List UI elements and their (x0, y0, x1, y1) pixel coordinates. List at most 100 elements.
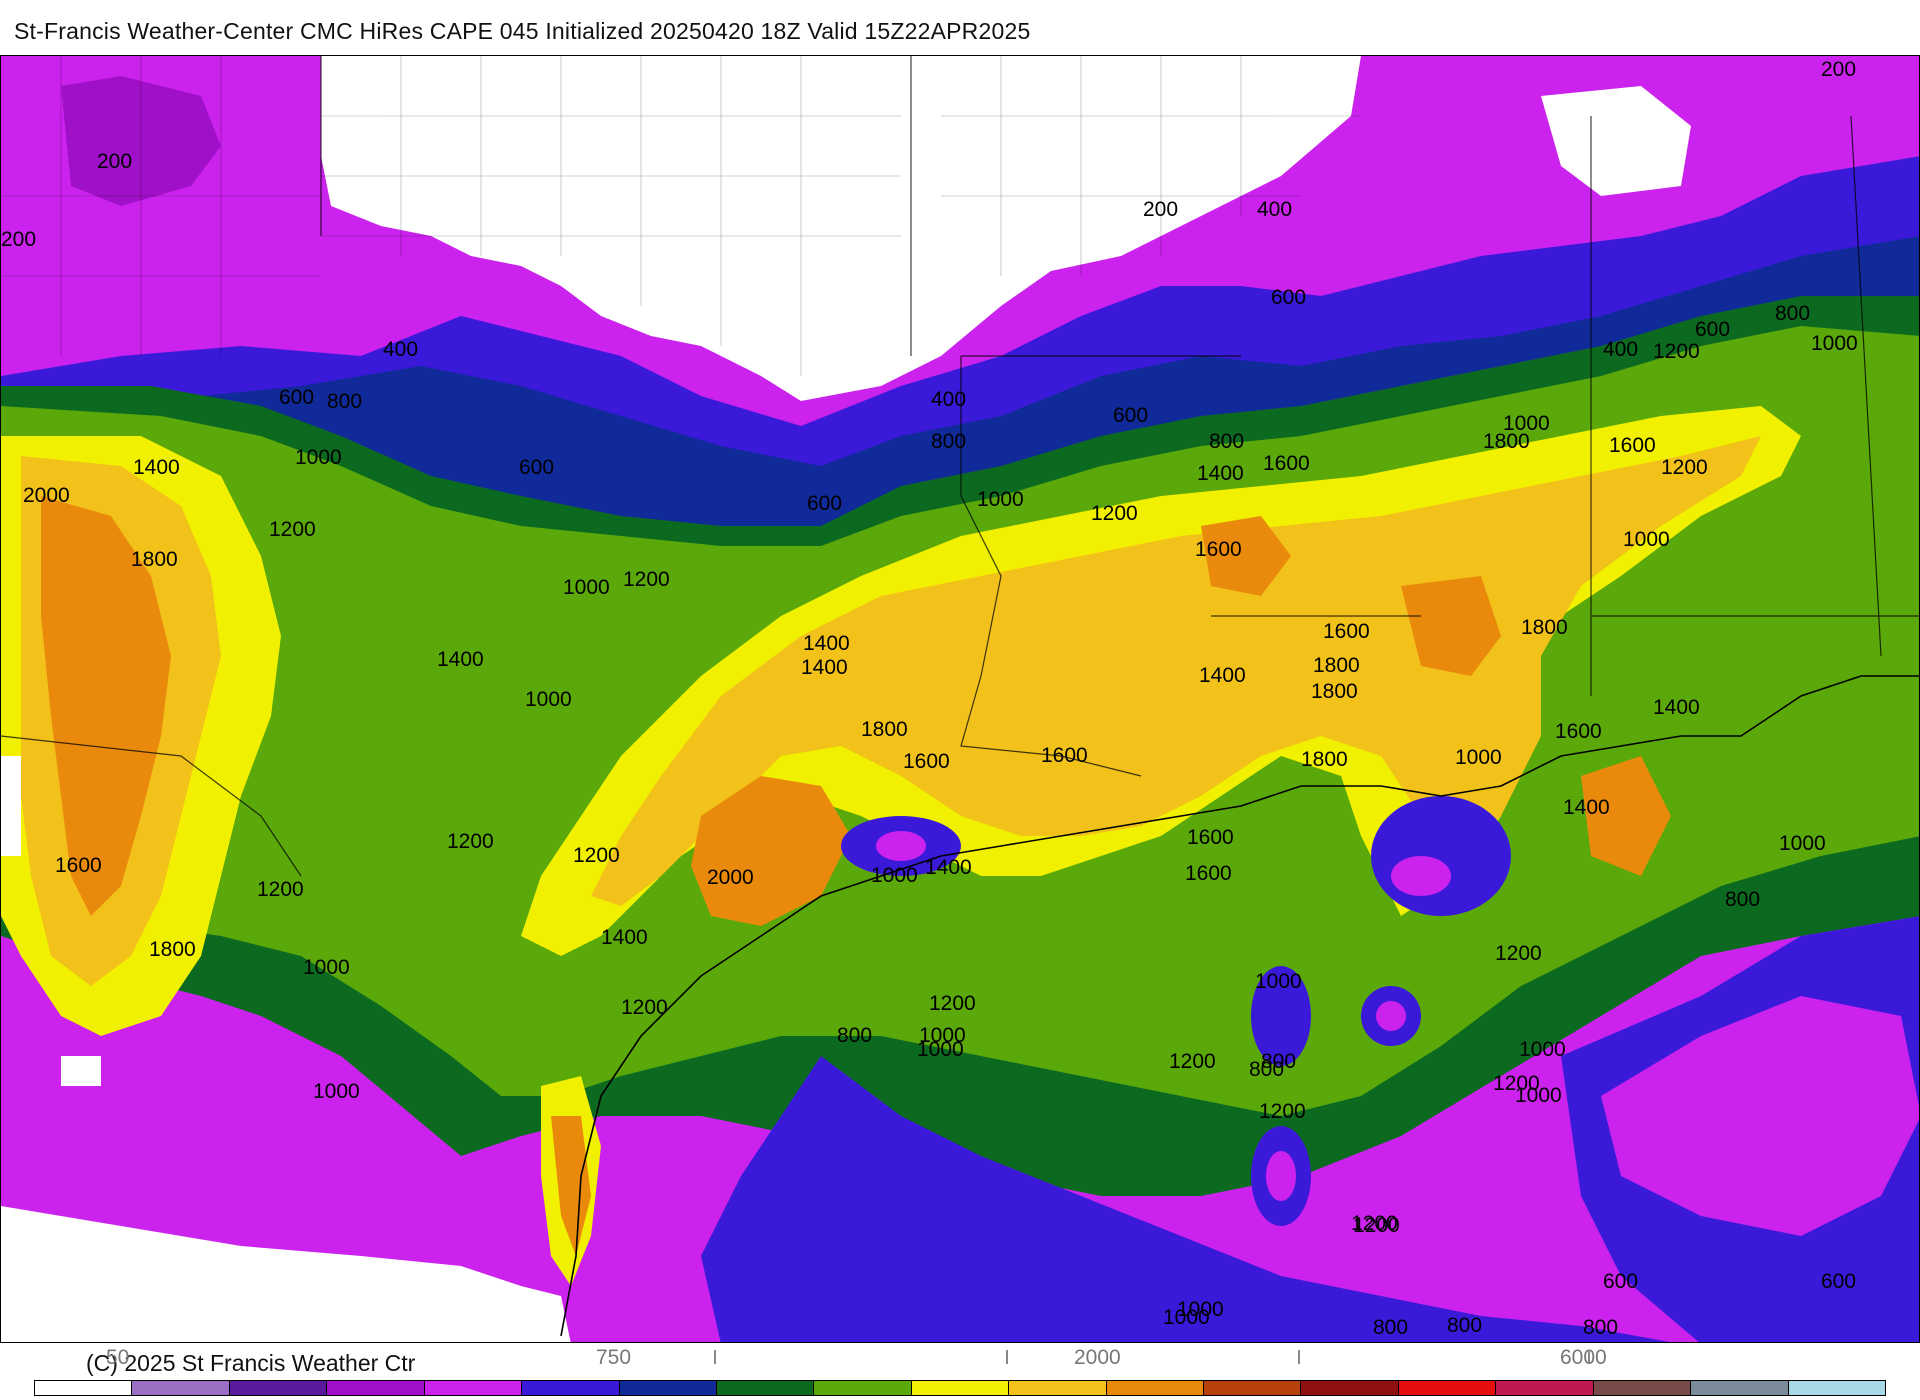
contour-label: 1800 (1311, 680, 1358, 703)
contour-label: 1200 (1353, 1214, 1400, 1237)
contour-label: 1200 (1661, 456, 1708, 479)
contour-label: 1000 (1255, 970, 1302, 993)
contour-label: 800 (1261, 1050, 1296, 1073)
contour-label: 800 (1249, 1058, 1284, 1081)
colorbar-tick-label: 750 (596, 1346, 632, 1369)
contour-label: 1200 (1653, 340, 1700, 363)
colorbar-swatch (1496, 1381, 1594, 1395)
contour-label: 800 (1209, 430, 1244, 453)
contour-label: 1800 (861, 718, 908, 741)
colorbar-swatch (229, 1381, 328, 1395)
colorbar-swatch (1398, 1381, 1497, 1395)
contour-label: 1600 (1263, 452, 1310, 475)
contour-label: 1400 (437, 648, 484, 671)
colorbar-swatch (1593, 1381, 1692, 1395)
colorbar-swatch (716, 1381, 815, 1395)
contour-label: 2000 (23, 484, 70, 507)
contour-label: 1000 (313, 1080, 360, 1103)
contour-label: 1000 (1455, 746, 1502, 769)
contour-label: 800 (1447, 1314, 1482, 1337)
contour-label: 1400 (1199, 664, 1246, 687)
contour-label: 1400 (133, 456, 180, 479)
contour-label: 1600 (1609, 434, 1656, 457)
contour-label: 800 (1775, 302, 1810, 325)
contour-label: 1200 (1493, 1072, 1540, 1095)
contour-label: 800 (837, 1024, 872, 1047)
contour-label: 1200 (1091, 502, 1138, 525)
contour-label: 1800 (131, 548, 178, 571)
contour-label: 200 (97, 150, 132, 173)
contour-label: 1000 (563, 576, 610, 599)
contour-label: 1400 (803, 632, 850, 655)
contour-label: 1400 (925, 856, 972, 879)
color-legend-bar (34, 1380, 1886, 1396)
contour-label: 1000 (1779, 832, 1826, 855)
contour-label: 1600 (1185, 862, 1232, 885)
contour-label: 400 (383, 338, 418, 361)
colorbar-swatch (424, 1381, 523, 1395)
colorbar-swatch (619, 1381, 717, 1395)
colorbar-swatch (1204, 1381, 1302, 1395)
colorbar-swatch (327, 1381, 425, 1395)
colorbar-tick-label: 50 (106, 1346, 130, 1369)
contour-label: 1800 (1521, 616, 1568, 639)
contour-label: 1600 (1323, 620, 1370, 643)
contour-label: 1000 (525, 688, 572, 711)
contour-label: 1000 (871, 864, 918, 887)
contour-label: 600 (807, 492, 842, 515)
contour-label: 600 (519, 456, 554, 479)
colorbar-swatch (1301, 1381, 1399, 1395)
contour-label: 1800 (1483, 430, 1530, 453)
contour-label: 1200 (1169, 1050, 1216, 1073)
contour-label: 1800 (149, 938, 196, 961)
contour-label: 400 (931, 388, 966, 411)
contour-label: 1000 (1177, 1298, 1224, 1321)
colorbar-tick-label: 6000 (1560, 1346, 1607, 1369)
contour-label: 1000 (1519, 1038, 1566, 1061)
contour-label: 1400 (801, 656, 848, 679)
contour-label: 200 (1, 228, 36, 251)
colorbar-swatch (35, 1381, 133, 1395)
colorbar-swatch (522, 1381, 620, 1395)
contour-label: 1200 (573, 844, 620, 867)
colorbar-swatch (1788, 1381, 1886, 1395)
colorbar-tick-mark (1588, 1350, 1590, 1364)
contour-label: 200 (1143, 198, 1178, 221)
contour-label: 1400 (1563, 796, 1610, 819)
colorbar-swatch (911, 1381, 1010, 1395)
contour-label: 1200 (1351, 1212, 1398, 1235)
contour-label: 800 (931, 430, 966, 453)
contour-label: 1800 (1313, 654, 1360, 677)
contour-label: 1000 (1163, 1306, 1210, 1329)
contour-label: 600 (279, 386, 314, 409)
contour-label: 2000 (707, 866, 754, 889)
contour-label: 1200 (257, 878, 304, 901)
contour-label: 1000 (303, 956, 350, 979)
colorbar-tick-label: 2000 (1074, 1346, 1121, 1369)
copyright-notice: (C) 2025 St Francis Weather Ctr (86, 1350, 416, 1376)
contour-label: 800 (1725, 888, 1760, 911)
colorbar-tick-mark (1298, 1350, 1300, 1364)
contour-label: 1200 (1495, 942, 1542, 965)
contour-label: 1200 (929, 992, 976, 1015)
contour-label: 1600 (903, 750, 950, 773)
contour-label: 1200 (447, 830, 494, 853)
colorbar-swatch (132, 1381, 230, 1395)
contour-label: 1000 (1811, 332, 1858, 355)
colorbar-swatch (1106, 1381, 1205, 1395)
contour-label: 1000 (919, 1024, 966, 1047)
contour-label: 1000 (1623, 528, 1670, 551)
contour-label: 800 (327, 390, 362, 413)
contour-label: 600 (1113, 404, 1148, 427)
contour-label: 600 (1271, 286, 1306, 309)
map-title: St-Francis Weather-Center CMC HiRes CAPE… (14, 18, 1031, 44)
contour-label: 1200 (1259, 1100, 1306, 1123)
colorbar-swatch (814, 1381, 912, 1395)
contour-label: 400 (1603, 338, 1638, 361)
contour-labels: 200 200 200 200 400 400 400 400 600 800 … (1, 58, 1858, 1339)
contour-label: 1400 (1653, 696, 1700, 719)
contour-label: 1600 (1041, 744, 1088, 767)
contour-label: 800 (1373, 1316, 1408, 1339)
contour-label: 1000 (977, 488, 1024, 511)
contour-label: 1000 (1503, 412, 1550, 435)
